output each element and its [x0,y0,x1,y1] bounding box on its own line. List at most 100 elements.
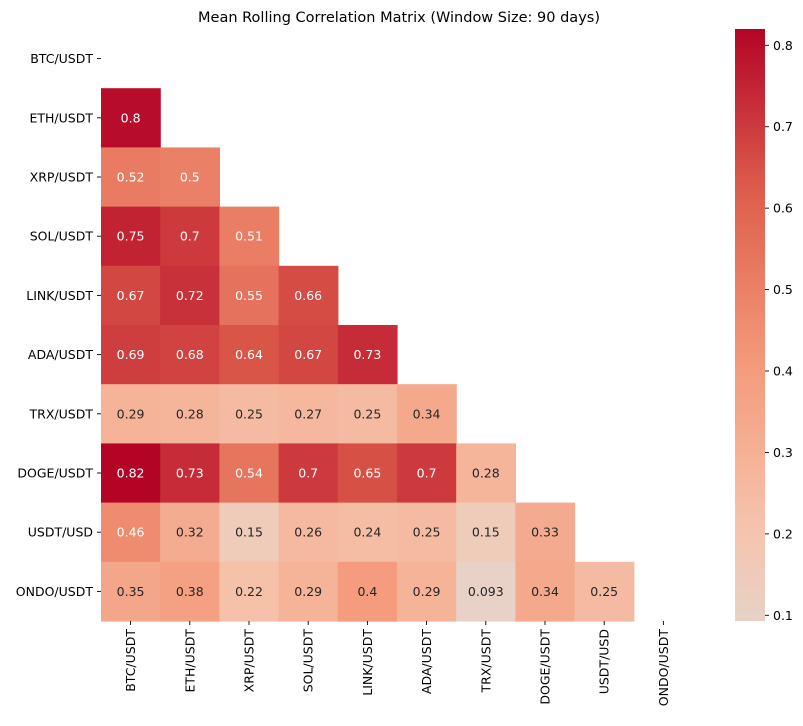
y-tick-label: ETH/USDT [30,110,94,125]
heatmap-cell [160,265,220,326]
cell-annotation: 0.35 [117,584,145,599]
heatmap-cell [219,502,280,563]
y-tick-label: LINK/USDT [26,288,93,303]
heatmap-cell [456,561,516,622]
heatmap-cell [219,265,280,326]
cell-annotation: 0.27 [294,406,322,421]
x-axis: BTC/USDT ETH/USDT XRP/USDT SOL/USDT LINK/USD… [123,621,671,706]
heatmap-cell [397,502,457,563]
cell-annotation: 0.38 [176,584,204,599]
cell-annotation: 0.25 [353,406,381,421]
cell-annotation: 0.28 [176,406,204,421]
x-tick-label: BTC/USDT [123,629,138,692]
y-tick-label: SOL/USDT [30,229,94,244]
heatmap-cell [456,443,516,504]
x-tick-label: DOGE/USDT [538,629,553,705]
heatmap-cell [397,561,457,622]
cell-annotation: 0.25 [413,525,441,540]
cell-annotation: 0.22 [235,584,263,599]
cell-annotation: 0.32 [176,525,204,540]
cell-annotation: 0.28 [472,466,500,481]
cell-annotation: 0.64 [235,347,263,362]
cell-annotation: 0.15 [472,525,500,540]
cell-annotation: 0.68 [176,347,204,362]
cell-annotation: 0.7 [417,466,437,481]
cell-annotation: 0.29 [294,584,322,599]
cell-annotation: 0.69 [117,347,145,362]
cell-annotation: 0.26 [294,525,322,540]
heatmap-cell [337,325,398,385]
cell-annotation: 0.29 [117,406,145,421]
heatmap-cell [456,502,516,563]
cell-annotation: 0.5 [180,170,200,185]
x-tick-label: ONDO/USDT [656,629,671,707]
colorbar-gradient [735,29,765,621]
heatmap-cell [337,384,398,444]
colorbar-tick-label: 0.7 [773,119,793,134]
cell-annotation: 0.66 [294,288,322,303]
cell-annotation: 0.67 [294,347,322,362]
x-tick-label: ADA/USDT [419,629,434,694]
y-tick-label: ONDO/USDT [16,584,94,599]
heatmap-cell [278,325,339,385]
heatmap-cell [160,502,220,563]
y-tick-label: USDT/USD [28,525,93,540]
y-tick-label: ADA/USDT [28,347,93,362]
cell-annotation: 0.34 [413,406,441,421]
x-tick-label: LINK/USDT [360,629,375,696]
heatmap-cell [278,384,339,444]
heatmap-cell [219,443,280,504]
heatmap-cell [278,265,339,326]
cell-annotation: 0.33 [531,525,559,540]
colorbar-tick-label: 0.2 [773,526,793,541]
cell-annotation: 0.24 [353,525,381,540]
heatmap-cell [160,325,220,385]
heatmap-cell [219,325,280,385]
heatmap-cell [278,561,339,622]
cell-annotation: 0.7 [180,229,200,244]
heatmap-cell [101,325,161,385]
y-tick-label: DOGE/USDT [17,466,93,481]
cell-annotation: 0.34 [531,584,559,599]
heatmap-cell [101,88,161,148]
heatmap-cell [160,206,220,267]
cell-annotation: 0.55 [235,288,263,303]
x-tick-label: USDT/USD [597,629,612,694]
cell-annotation: 0.54 [235,466,263,481]
heatmap-cell [574,561,635,622]
colorbar-tick-label: 0.6 [773,201,793,216]
heatmap-cell [101,384,161,444]
cell-annotation: 0.72 [176,288,204,303]
heatmap-cell [101,206,161,267]
cell-annotation: 0.15 [235,525,263,540]
cell-annotation: 0.25 [235,406,263,421]
cell-annotation: 0.73 [353,347,381,362]
colorbar-tick-label: 0.8 [773,38,793,53]
heatmap-cell [160,443,220,504]
cell-annotation: 0.65 [353,466,381,481]
colorbar-tick-label: 0.5 [773,282,793,297]
heatmap-cell [397,443,457,504]
cell-annotation: 0.75 [117,229,145,244]
heatmap-cell [101,502,161,563]
heatmap-cell [101,443,161,504]
heatmap-cell [101,265,161,326]
cell-annotation: 0.51 [235,229,263,244]
x-tick-label: ETH/USDT [182,629,197,693]
y-tick-label: XRP/USDT [30,170,94,185]
heatmap-cell [160,561,220,622]
heatmap-cell [101,147,161,208]
x-tick-label: XRP/USDT [242,629,257,693]
colorbar-tick-label: 0.1 [773,608,793,623]
heatmap-cell [101,561,161,622]
cell-annotation: 0.67 [117,288,145,303]
cell-annotation: 0.8 [121,110,141,125]
y-tick-label: BTC/USDT [30,51,93,66]
heatmap-cell [160,384,220,444]
x-tick-label: TRX/USDT [478,629,493,694]
heatmap-cell [515,561,576,622]
cell-annotation: 0.82 [117,466,145,481]
cell-annotation: 0.093 [468,584,504,599]
chart-title: Mean Rolling Correlation Matrix (Window … [198,10,600,26]
